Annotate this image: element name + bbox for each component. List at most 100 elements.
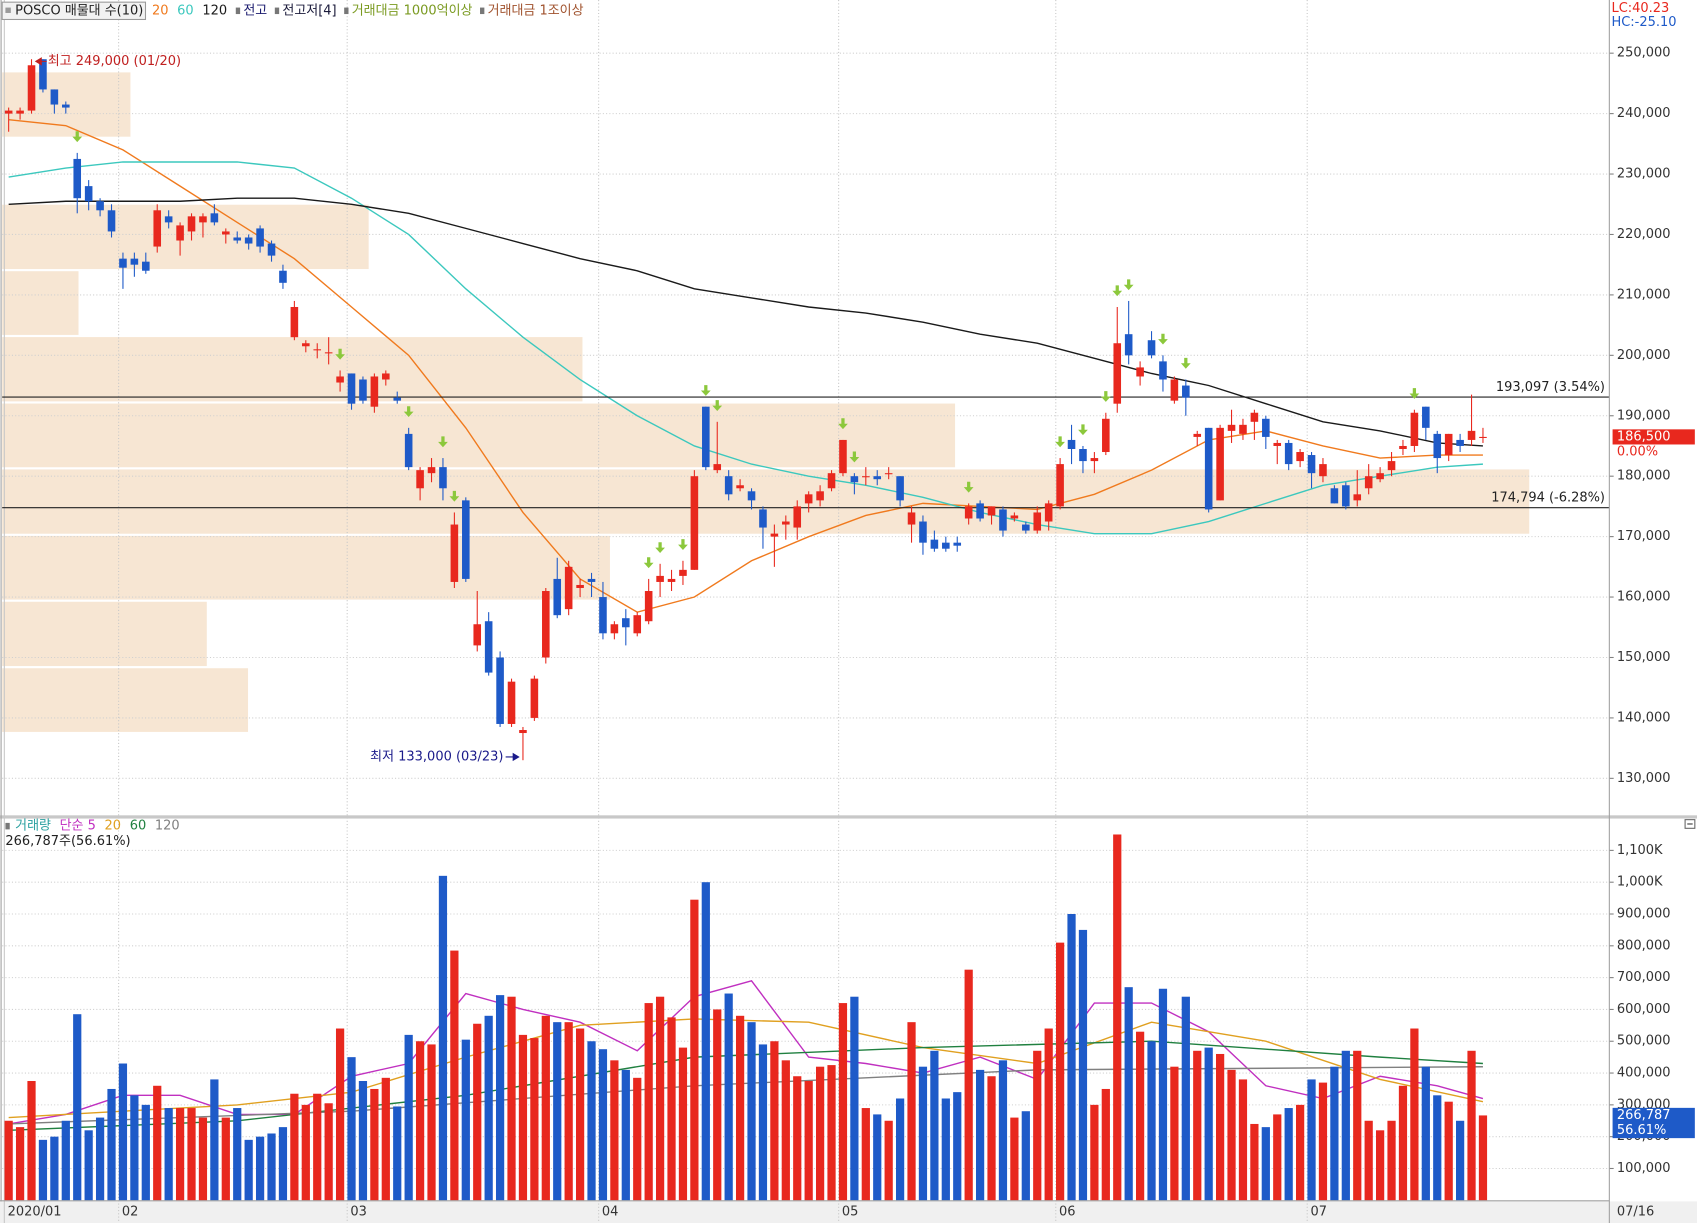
candle-body	[187, 216, 196, 232]
volume-bar	[198, 1117, 208, 1201]
volume-bar	[84, 1130, 93, 1201]
candle-body	[1399, 445, 1407, 449]
signal-arrow	[449, 490, 460, 502]
candle-body	[1422, 406, 1430, 428]
volume-bar	[644, 1003, 653, 1201]
candle-body	[656, 575, 664, 582]
y-tick-label: 1,100K	[1617, 843, 1663, 858]
candle-body	[964, 506, 973, 519]
candle-body	[679, 569, 687, 576]
signal-arrow	[700, 385, 711, 396]
candle-body	[1342, 485, 1350, 507]
candle-body	[1044, 503, 1053, 522]
y-tick-label: 170,000	[1617, 529, 1671, 544]
y-tick-label: 230,000	[1617, 167, 1671, 182]
y-tick-label: 900,000	[1617, 907, 1671, 922]
volume-profile-bar	[2, 337, 583, 402]
volume-bar	[290, 1093, 299, 1201]
moving-average-line	[8, 119, 1483, 613]
volume-bar	[393, 1106, 402, 1201]
volume-bar	[1456, 1120, 1465, 1201]
signal-arrow	[655, 542, 665, 554]
volume-bar	[61, 1120, 70, 1201]
volume-bar	[415, 1041, 425, 1201]
candle-body	[1319, 464, 1327, 477]
signal-arrow	[1180, 357, 1191, 369]
volume-bar	[278, 1127, 288, 1201]
candle-body	[336, 376, 344, 383]
candle-body	[782, 521, 790, 525]
volume-bar	[38, 1139, 48, 1201]
candle-body	[576, 584, 584, 588]
volume-bar	[495, 995, 505, 1201]
volume-bar	[1147, 1041, 1156, 1201]
volume-bar	[953, 1092, 962, 1201]
candle-body	[153, 210, 162, 247]
candle-body	[1353, 494, 1362, 501]
volume-bar	[187, 1108, 196, 1201]
volume-bar	[564, 1022, 573, 1201]
candle-body	[210, 213, 219, 223]
volume-profile-bar	[2, 535, 610, 600]
candle-body	[987, 506, 996, 516]
candle-body	[862, 476, 870, 478]
x-tick-label: 02	[122, 1205, 139, 1220]
volume-bar	[301, 1104, 310, 1201]
volume-bar	[267, 1133, 276, 1201]
volume-bar	[1090, 1104, 1099, 1201]
candle-body	[1124, 334, 1133, 356]
candle-body	[164, 216, 173, 223]
volume-bar	[610, 1060, 619, 1201]
candle-body	[96, 201, 104, 211]
volume-bar	[553, 1022, 562, 1201]
candle-body	[839, 439, 847, 474]
volume-bar	[1341, 1050, 1350, 1201]
signal-arrow	[849, 451, 860, 463]
volume-bar	[210, 1079, 219, 1201]
candle-body	[930, 539, 939, 549]
volume-bar	[678, 1047, 688, 1201]
volume-profile-bar	[2, 271, 79, 335]
candle-body	[644, 591, 653, 622]
volume-bar	[701, 882, 710, 1201]
volume-bar	[918, 1066, 928, 1201]
volume-bar	[473, 1023, 482, 1201]
corner-label: LC:40.23	[1612, 1, 1670, 16]
volume-bar	[895, 1098, 905, 1201]
candle-body	[176, 225, 184, 241]
volume-bar	[998, 1060, 1008, 1201]
volume-bar	[1364, 1120, 1373, 1201]
volume-profile-bar	[2, 601, 207, 667]
candle-body	[393, 397, 402, 401]
volume-bar	[1433, 1095, 1442, 1201]
candle-body	[1090, 458, 1099, 462]
candle-body	[1204, 427, 1213, 510]
volume-bar	[175, 1108, 185, 1201]
volume-bar	[73, 1014, 82, 1201]
candle-body	[1410, 412, 1419, 446]
candle-body	[130, 258, 139, 265]
legend-label: 20	[105, 819, 122, 834]
candle-body	[1456, 439, 1464, 446]
candle-body	[747, 491, 756, 501]
volume-bar	[747, 1022, 756, 1201]
candle-body	[1433, 433, 1442, 459]
signal-arrow	[643, 557, 654, 569]
x-tick-label: 07	[1310, 1205, 1327, 1220]
last-volume-ratio: 56.61%	[1617, 1123, 1666, 1138]
volume-bar	[907, 1022, 916, 1201]
high-label: 최고 249,000 (01/20)	[48, 54, 181, 69]
candle-body	[827, 473, 836, 489]
volume-bar	[1044, 1028, 1053, 1201]
volume-bar	[1010, 1117, 1019, 1201]
volume-bar	[713, 1009, 722, 1201]
y-tick-label: 700,000	[1617, 970, 1671, 985]
volume-bar	[461, 1039, 470, 1201]
legend-icon	[235, 7, 241, 15]
volume-bar	[404, 1034, 413, 1201]
volume-bar	[930, 1050, 939, 1201]
volume-bar	[1101, 1088, 1110, 1201]
candle-body	[713, 464, 722, 471]
y-tick-label: 100,000	[1617, 1161, 1671, 1176]
